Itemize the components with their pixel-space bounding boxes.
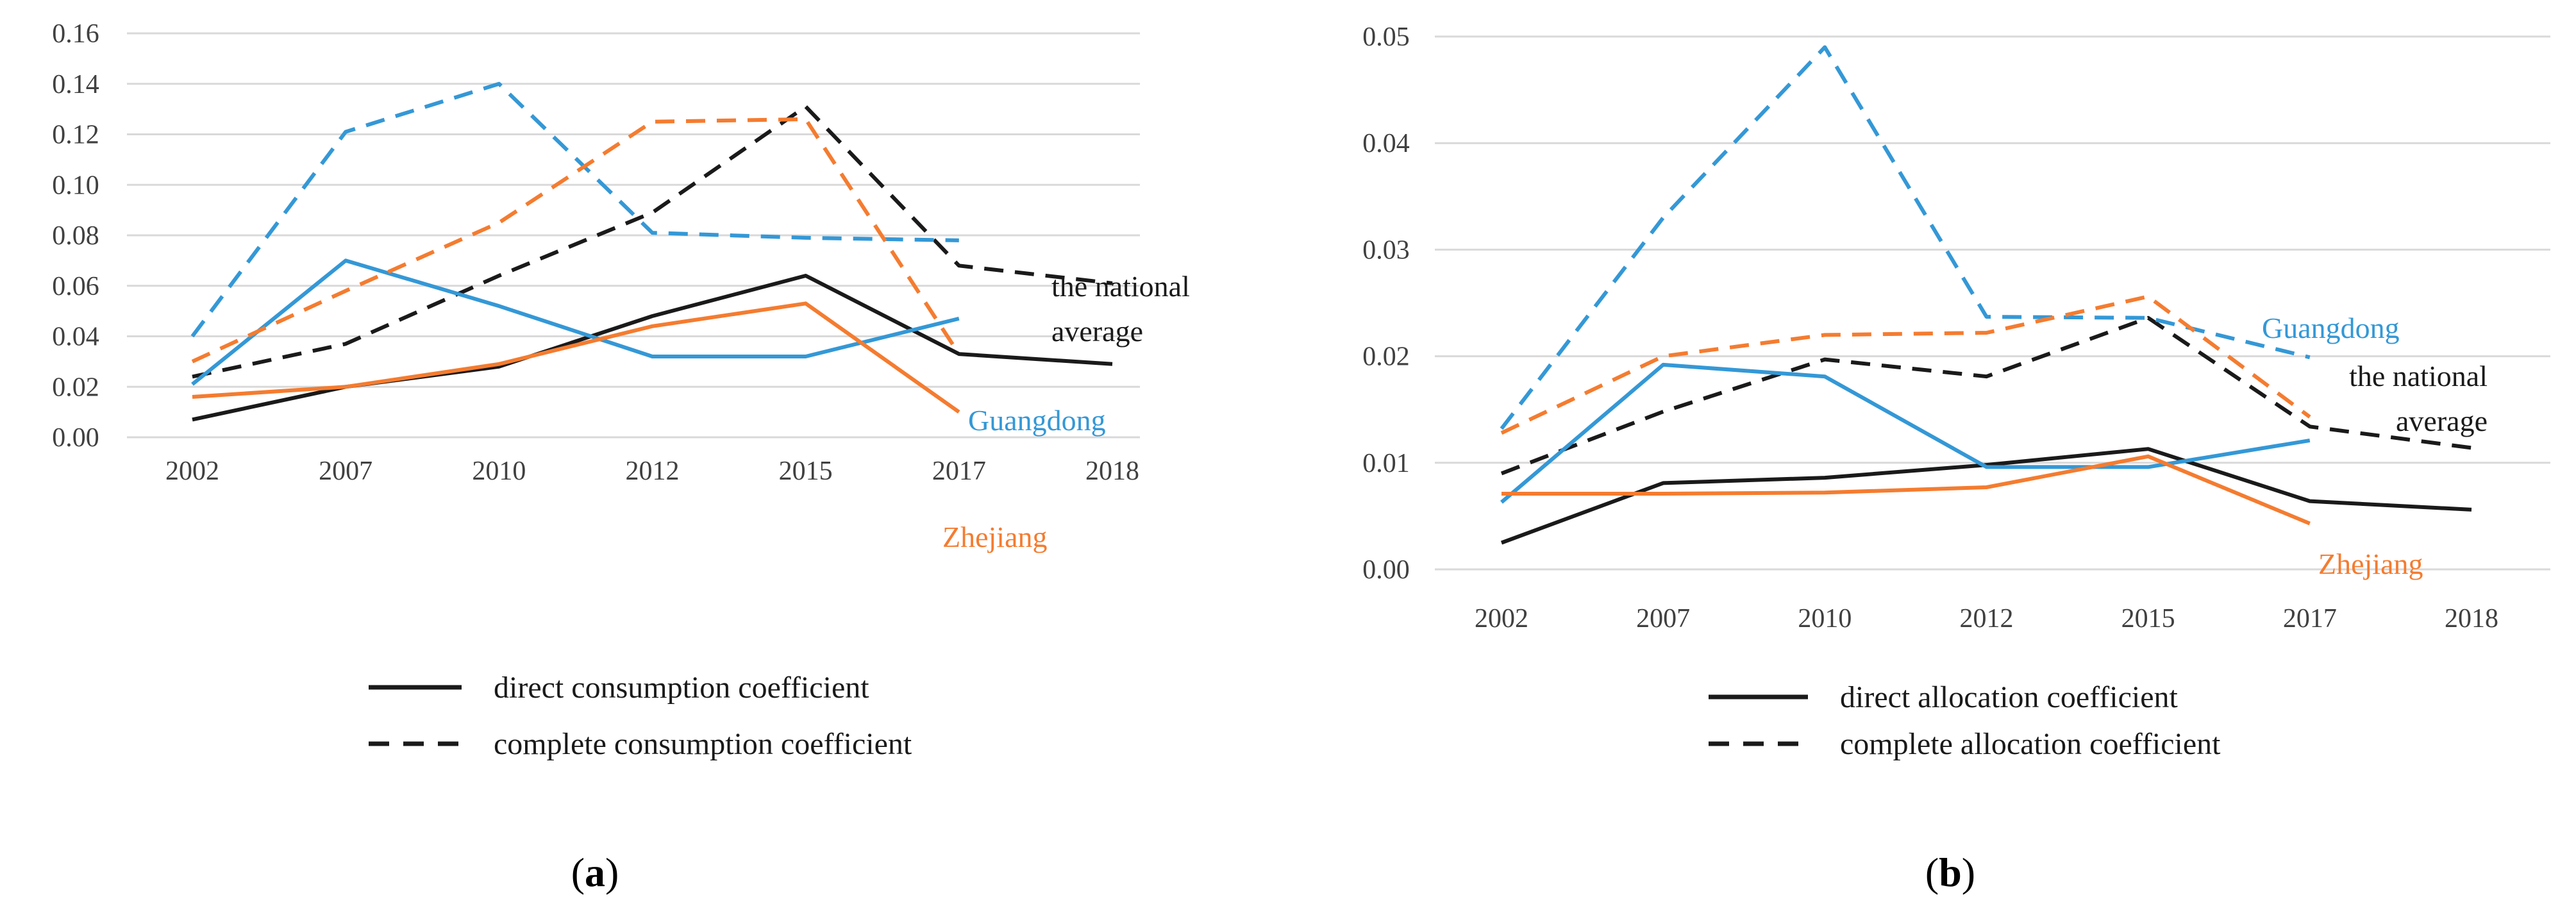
x-tick-label: 2012 [1960,604,2014,633]
annotation-guangdong: Guangdong [2262,312,2400,344]
annotation-zhejiang: Zhejiang [942,521,1048,553]
series-line-guangdong-solid [1500,362,2311,504]
gridlines [1435,35,2550,571]
annotation-zhejiang: Zhejiang [2318,548,2423,580]
series-line-zhejiang-solid [1501,454,2311,526]
y-tick-label: 0.14 [52,70,99,99]
chart-panel-b: 0.00 0.01 0.02 0.03 0.04 0.05 2002 2007 2010 2012… [1362,22,2550,895]
legend-label: complete allocation coefficient [1840,727,2221,761]
x-tick-label: 2007 [1636,604,1690,633]
legend-label: direct allocation coefficient [1840,680,2179,714]
panel-label: (b) [1925,850,1975,895]
y-tick-label: 0.01 [1362,449,1410,478]
series-line-zhejiang-solid [192,301,960,414]
legend: direct consumption coefficient complete c… [369,671,912,761]
x-tick-label: 2010 [1798,604,1852,633]
y-tick-label: 0.03 [1362,235,1410,265]
annotation-national: average [1051,315,1143,348]
y-tick-label: 0.08 [52,221,99,251]
series-line-guangdong-dashed [190,81,959,338]
y-tick-label: 0.06 [52,272,99,301]
x-tick-label: 2017 [2283,604,2337,633]
series-line-guangdong-solid [191,258,960,386]
y-tick-label: 0.00 [1362,555,1410,585]
x-tick-label: 2018 [1085,457,1139,486]
series-line-zhejiang-dashed [1500,294,2311,435]
x-tick-label: 2015 [779,457,833,486]
x-tick-label: 2002 [165,457,219,486]
x-tick-label: 2017 [932,457,986,486]
panel-letter: b [1939,850,1962,895]
panel-letter: a [585,850,605,895]
x-tick-label: 2010 [472,457,526,486]
x-tick-label: 2012 [626,457,680,486]
legend-label: direct consumption coefficient [494,671,869,705]
y-tick-label: 0.10 [52,171,99,200]
y-tick-label: 0.00 [52,423,99,453]
y-tick-label: 0.04 [52,323,99,352]
gridlines [127,32,1140,439]
annotation-national: the national [1051,270,1190,303]
series-line-national-dashed [1500,315,2472,476]
series-line-guangdong-dashed [1500,45,2311,430]
y-tick-label: 0.02 [1362,342,1410,372]
series-line-zhejiang-dashed [191,117,961,364]
legend-label: complete consumption coefficient [494,727,912,761]
chart-panel-a: 0.00 0.02 0.04 0.06 0.08 0.10 0.12 0.14 0.16 2002… [52,19,1190,895]
y-tick-label: 0.16 [52,19,99,49]
x-tick-label: 2018 [2445,604,2498,633]
x-tick-label: 2007 [319,457,372,486]
y-tick-label: 0.04 [1362,129,1410,158]
y-tick-label: 0.05 [1362,22,1410,52]
y-tick-label: 0.12 [52,121,99,150]
legend: direct allocation coefficient complete al… [1709,680,2221,761]
x-tick-label: 2002 [1475,604,1528,633]
series-line-national-dashed [192,105,1113,379]
y-tick-label: 0.02 [52,373,99,402]
annotation-guangdong: Guangdong [968,404,1106,437]
annotation-national: the national [2349,360,2488,392]
annotation-national: average [2396,405,2488,437]
x-tick-label: 2015 [2121,604,2175,633]
panel-label: (a) [571,850,619,895]
